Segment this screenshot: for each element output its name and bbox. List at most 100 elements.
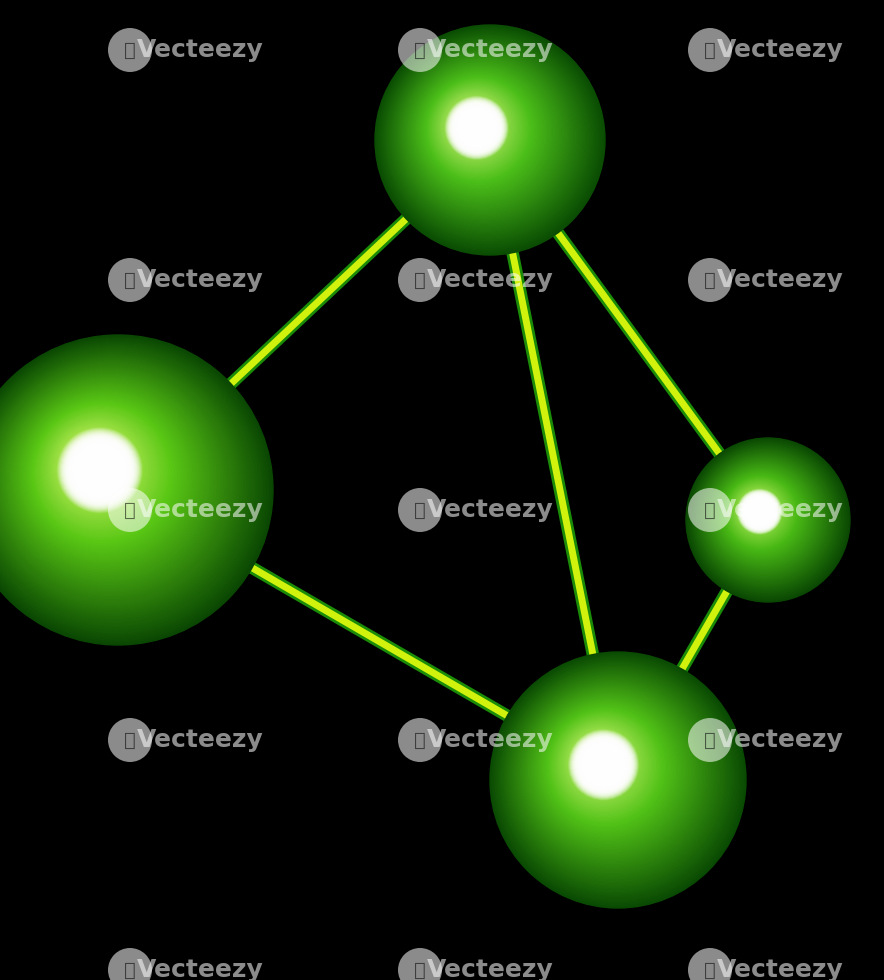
- Circle shape: [88, 457, 92, 462]
- Circle shape: [542, 703, 672, 833]
- Circle shape: [751, 504, 759, 512]
- Circle shape: [714, 466, 812, 564]
- Circle shape: [453, 104, 492, 144]
- Circle shape: [92, 463, 107, 478]
- Circle shape: [740, 492, 775, 527]
- Circle shape: [729, 481, 789, 542]
- Circle shape: [738, 490, 781, 533]
- Text: ⓥ: ⓥ: [414, 270, 426, 289]
- Circle shape: [75, 445, 125, 495]
- Circle shape: [688, 440, 848, 600]
- Text: ⓥ: ⓥ: [705, 501, 716, 519]
- Circle shape: [400, 50, 570, 220]
- Circle shape: [592, 754, 599, 760]
- Circle shape: [3, 374, 215, 586]
- Circle shape: [392, 42, 581, 231]
- Circle shape: [690, 441, 845, 597]
- Circle shape: [0, 344, 259, 631]
- Circle shape: [421, 73, 538, 189]
- Circle shape: [414, 64, 550, 200]
- Circle shape: [445, 96, 504, 156]
- Circle shape: [555, 716, 653, 814]
- Circle shape: [19, 391, 190, 562]
- Circle shape: [80, 450, 120, 491]
- Circle shape: [600, 761, 607, 768]
- Circle shape: [549, 710, 662, 823]
- Circle shape: [709, 461, 819, 570]
- Circle shape: [513, 674, 713, 875]
- Text: ⓥ: ⓥ: [414, 730, 426, 750]
- Circle shape: [0, 350, 252, 623]
- Circle shape: [108, 488, 152, 532]
- Circle shape: [579, 741, 618, 779]
- Circle shape: [754, 507, 765, 516]
- Circle shape: [593, 754, 614, 775]
- Circle shape: [448, 99, 499, 151]
- Circle shape: [688, 258, 732, 302]
- Circle shape: [421, 72, 539, 190]
- Circle shape: [722, 474, 800, 552]
- Circle shape: [545, 707, 667, 828]
- Circle shape: [692, 444, 842, 594]
- Circle shape: [51, 421, 144, 514]
- Circle shape: [475, 126, 478, 129]
- Text: ⓥ: ⓥ: [705, 730, 716, 750]
- Circle shape: [457, 109, 496, 147]
- Circle shape: [594, 755, 613, 774]
- Circle shape: [433, 84, 522, 172]
- Text: ⓥ: ⓥ: [705, 960, 716, 979]
- Circle shape: [697, 449, 834, 587]
- Circle shape: [436, 87, 516, 168]
- Circle shape: [95, 465, 105, 475]
- Circle shape: [505, 666, 725, 887]
- Circle shape: [568, 730, 638, 800]
- Circle shape: [401, 52, 567, 217]
- Circle shape: [587, 748, 621, 782]
- Circle shape: [585, 747, 621, 783]
- Circle shape: [702, 454, 828, 580]
- Circle shape: [31, 402, 173, 544]
- Circle shape: [749, 501, 771, 522]
- Circle shape: [464, 116, 476, 127]
- Circle shape: [59, 430, 140, 511]
- Circle shape: [458, 110, 484, 136]
- Circle shape: [428, 78, 529, 180]
- Circle shape: [756, 508, 764, 515]
- Circle shape: [512, 673, 714, 876]
- Circle shape: [410, 61, 554, 205]
- Circle shape: [50, 420, 146, 516]
- Circle shape: [423, 74, 536, 187]
- Circle shape: [507, 668, 722, 884]
- Circle shape: [460, 111, 483, 134]
- Circle shape: [455, 107, 488, 140]
- Circle shape: [85, 455, 115, 485]
- Circle shape: [470, 122, 484, 134]
- Circle shape: [693, 445, 841, 593]
- Circle shape: [576, 738, 621, 783]
- Circle shape: [503, 665, 728, 889]
- Circle shape: [390, 40, 583, 234]
- Circle shape: [467, 119, 486, 137]
- Circle shape: [551, 711, 659, 820]
- Circle shape: [393, 44, 578, 228]
- Circle shape: [88, 458, 91, 461]
- Circle shape: [108, 28, 152, 72]
- Circle shape: [491, 653, 744, 907]
- Circle shape: [734, 486, 783, 535]
- Circle shape: [0, 359, 238, 610]
- Circle shape: [733, 484, 786, 538]
- Circle shape: [712, 464, 815, 567]
- Circle shape: [424, 75, 534, 184]
- Circle shape: [537, 698, 680, 841]
- Circle shape: [569, 731, 637, 799]
- Circle shape: [578, 740, 619, 780]
- Circle shape: [744, 497, 769, 521]
- Circle shape: [720, 471, 804, 556]
- Circle shape: [527, 688, 693, 855]
- Circle shape: [525, 687, 696, 858]
- Circle shape: [45, 416, 154, 524]
- Circle shape: [704, 456, 826, 577]
- Circle shape: [475, 125, 479, 130]
- Circle shape: [455, 106, 499, 150]
- Circle shape: [597, 758, 611, 772]
